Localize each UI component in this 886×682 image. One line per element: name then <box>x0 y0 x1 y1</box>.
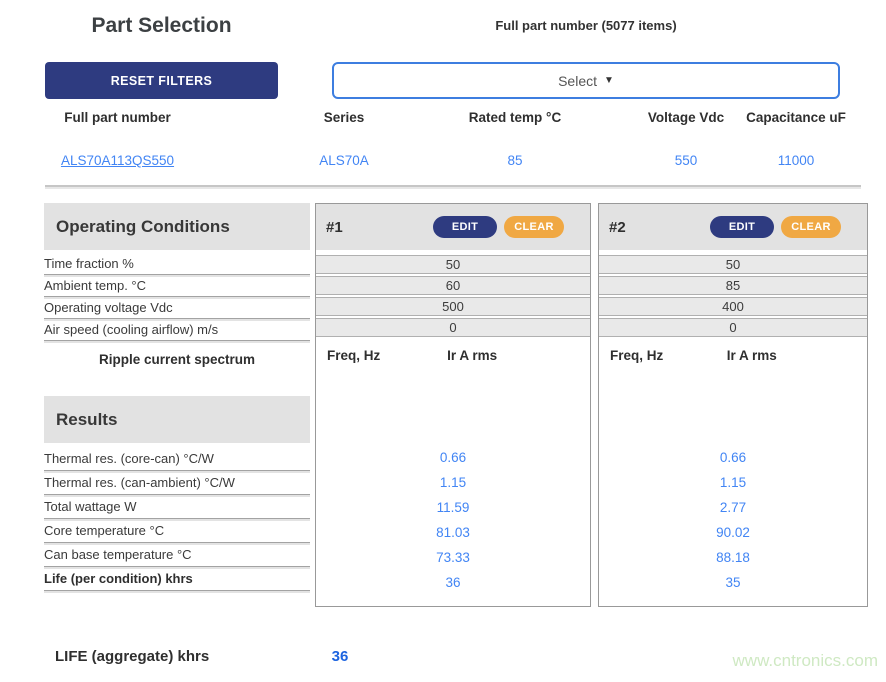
core-temperature-value: 81.03 <box>436 525 470 540</box>
core-temperature-value: 90.02 <box>716 525 750 540</box>
condition-panel-1: #1 EDIT CLEAR 50 60 500 0 Freq, Hz Ir A … <box>315 203 591 607</box>
edit-button[interactable]: EDIT <box>433 216 497 238</box>
operating-conditions-header: Operating Conditions <box>44 203 310 250</box>
condition-2-header: #2 EDIT CLEAR <box>599 204 867 250</box>
condition-1-inputs: 50 60 500 0 <box>316 255 590 337</box>
col-header-full-part-number: Full part number <box>64 110 171 125</box>
table-row: ALS70A113QS550 <box>45 153 190 168</box>
condition-panel-2: #2 EDIT CLEAR 50 85 400 0 Freq, Hz Ir A … <box>598 203 868 607</box>
col-header-voltage: Voltage Vdc <box>647 110 725 125</box>
reset-filters-button[interactable]: RESET FILTERS <box>45 62 278 99</box>
can-base-temperature-value: 88.18 <box>716 550 750 565</box>
clear-button[interactable]: CLEAR <box>781 216 841 238</box>
condition-2-results: 0.66 1.15 2.77 90.02 88.18 35 <box>599 445 867 595</box>
operating-voltage-cell[interactable]: 400 <box>599 297 867 316</box>
col-header-capacitance: Capacitance uF <box>746 110 846 125</box>
chevron-down-icon: ▼ <box>604 75 614 86</box>
part-number-select[interactable]: Select ▼ <box>332 62 840 99</box>
life-per-condition-value: 36 <box>445 575 461 590</box>
row-label-time-fraction: Time fraction % <box>44 253 310 275</box>
section-divider <box>45 185 861 189</box>
ripple-spectrum-label: Ripple current spectrum <box>98 352 256 367</box>
col-header-rated-temp: Rated temp °C <box>468 110 562 125</box>
freq-column-label: Freq, Hz <box>610 348 664 363</box>
row-label-ambient-temp: Ambient temp. °C <box>44 275 310 297</box>
part-rated-temp-value: 85 <box>507 153 523 168</box>
part-voltage-value: 550 <box>674 153 698 168</box>
total-wattage-value: 11.59 <box>436 500 470 515</box>
aggregate-life-label: LIFE (aggregate) khrs <box>55 648 210 665</box>
part-series-value: ALS70A <box>319 153 369 168</box>
select-label: Select <box>558 72 597 89</box>
row-label-total-wattage: Total wattage W <box>44 495 310 519</box>
row-label-air-speed: Air speed (cooling airflow) m/s <box>44 319 310 341</box>
condition-1-header: #1 EDIT CLEAR <box>316 204 590 250</box>
watermark-text: www.cntronics.com <box>732 651 878 670</box>
thermal-res-core-can-value: 0.66 <box>719 450 747 465</box>
total-wattage-value: 2.77 <box>719 500 747 515</box>
spectrum-header-row: Freq, Hz Ir A rms <box>599 348 867 368</box>
aggregate-life-value: 36 <box>331 648 349 665</box>
condition-2-inputs: 50 85 400 0 <box>599 255 867 337</box>
operating-voltage-cell[interactable]: 500 <box>316 297 590 316</box>
labels-column: Operating Conditions Time fraction % Amb… <box>44 203 310 591</box>
freq-column-label: Freq, Hz <box>327 348 381 363</box>
operating-conditions-rows: Time fraction % Ambient temp. °C Operati… <box>44 253 310 341</box>
row-label-thermal-res-can-ambient: Thermal res. (can-ambient) °C/W <box>44 471 310 495</box>
page-title: Part Selection <box>91 14 232 37</box>
thermal-res-core-can-value: 0.66 <box>439 450 467 465</box>
dropdown-label: Full part number (5077 items) <box>495 18 677 33</box>
condition-1-results: 0.66 1.15 11.59 81.03 73.33 36 <box>316 445 590 595</box>
ambient-temp-cell[interactable]: 60 <box>316 276 590 295</box>
spectrum-header-row: Freq, Hz Ir A rms <box>316 348 590 368</box>
ir-column-label: Ir A rms <box>726 348 777 363</box>
air-speed-cell[interactable]: 0 <box>316 318 590 337</box>
can-base-temperature-value: 73.33 <box>436 550 470 565</box>
ambient-temp-cell[interactable]: 85 <box>599 276 867 295</box>
results-header: Results <box>44 396 310 443</box>
results-rows: Thermal res. (core-can) °C/W Thermal res… <box>44 447 310 591</box>
part-number-link[interactable]: ALS70A113QS550 <box>60 153 175 168</box>
row-label-operating-voltage: Operating voltage Vdc <box>44 297 310 319</box>
row-label-thermal-res-core-can: Thermal res. (core-can) °C/W <box>44 447 310 471</box>
col-header-series: Series <box>323 110 365 125</box>
time-fraction-cell[interactable]: 50 <box>599 255 867 274</box>
condition-2-id: #2 <box>609 218 626 236</box>
thermal-res-can-ambient-value: 1.15 <box>439 475 467 490</box>
row-label-can-base-temperature: Can base temperature °C <box>44 543 310 567</box>
part-capacitance-value: 11000 <box>777 153 815 168</box>
life-per-condition-value: 35 <box>725 575 741 590</box>
condition-1-id: #1 <box>326 218 343 236</box>
thermal-res-can-ambient-value: 1.15 <box>719 475 747 490</box>
edit-button[interactable]: EDIT <box>710 216 774 238</box>
time-fraction-cell[interactable]: 50 <box>316 255 590 274</box>
row-label-core-temperature: Core temperature °C <box>44 519 310 543</box>
row-label-life-per-condition: Life (per condition) khrs <box>44 567 310 591</box>
ir-column-label: Ir A rms <box>447 348 498 363</box>
clear-button[interactable]: CLEAR <box>504 216 564 238</box>
air-speed-cell[interactable]: 0 <box>599 318 867 337</box>
